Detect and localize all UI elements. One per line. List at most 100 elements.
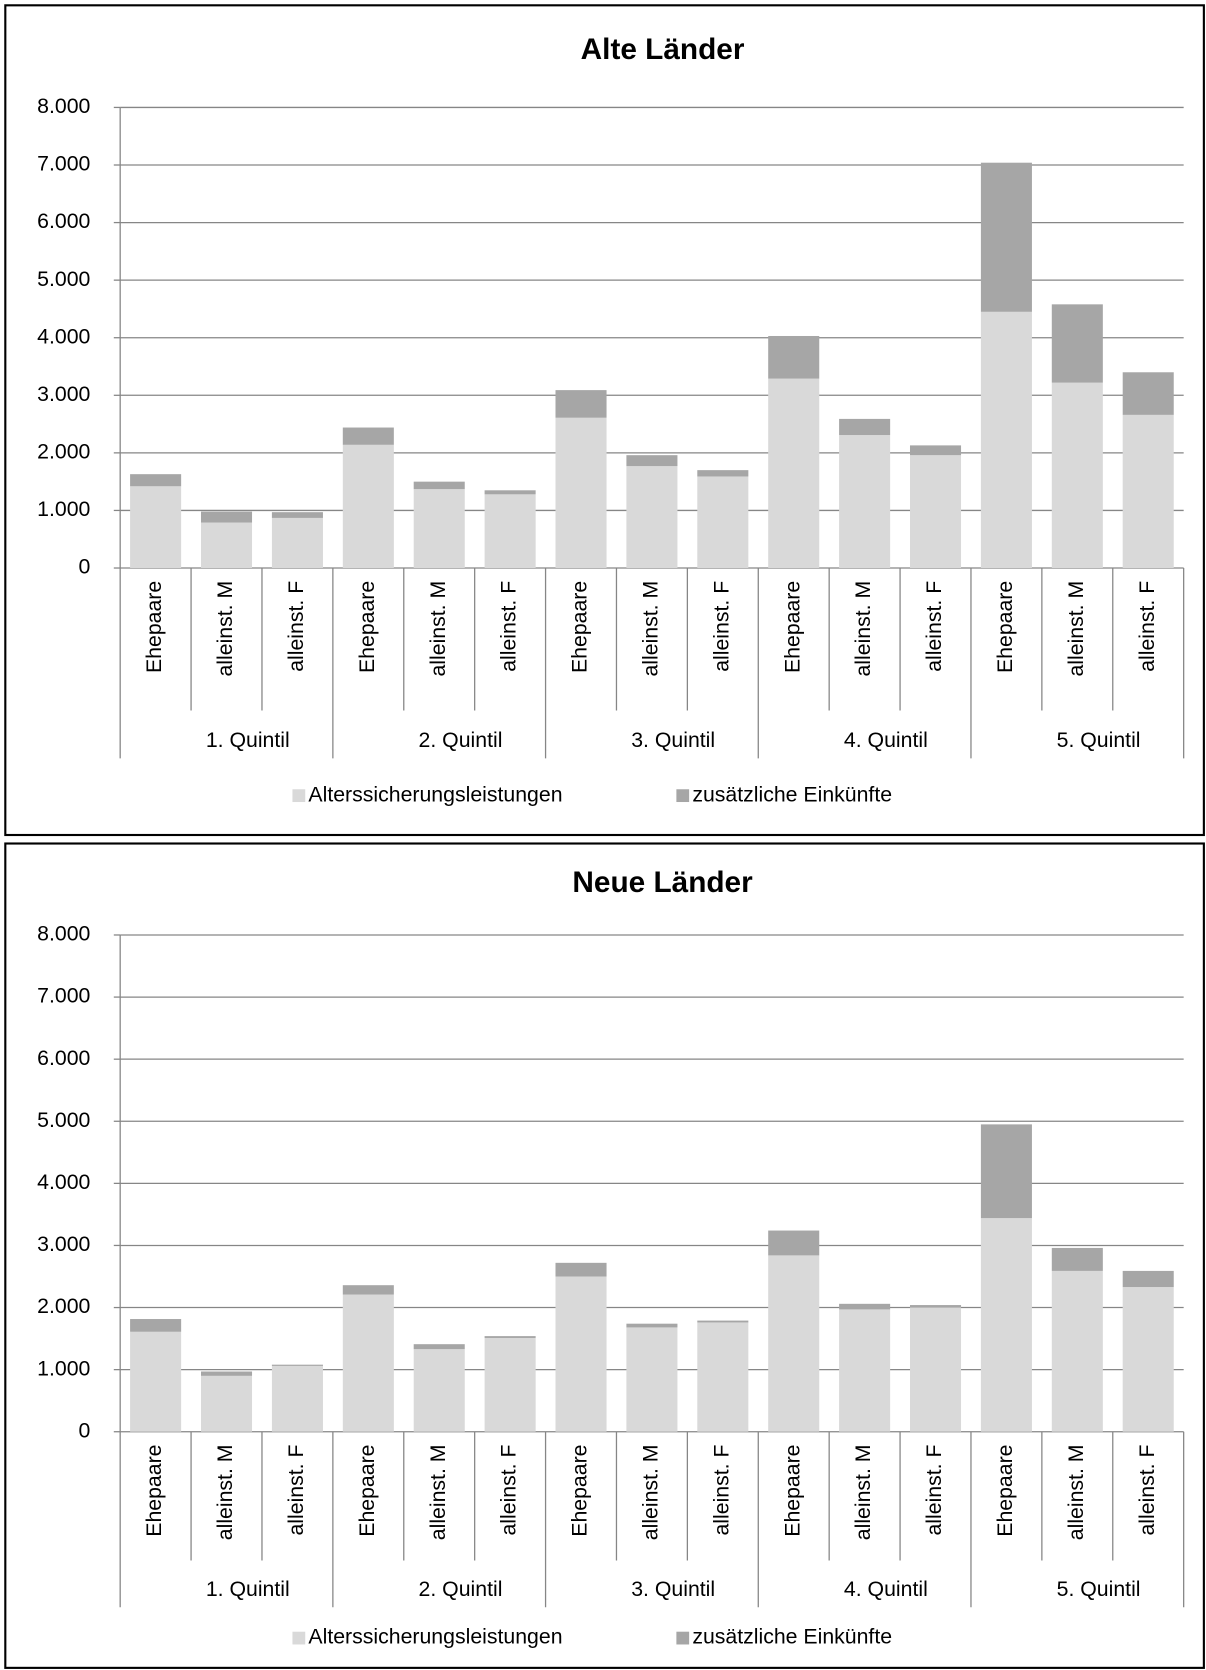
bar-segment xyxy=(909,455,962,569)
bar-segment xyxy=(980,162,1032,312)
bar-segment xyxy=(130,486,182,569)
x-tick-label: alleinst. F xyxy=(284,1444,308,1535)
bar-segment xyxy=(626,466,678,569)
x-tick-label: alleinst. F xyxy=(1135,581,1159,672)
bar-segment xyxy=(342,444,394,569)
bar-segment xyxy=(768,335,820,379)
group-label: 5. Quintil xyxy=(1057,728,1141,752)
x-tick-label: alleinst. M xyxy=(1064,1444,1088,1540)
bar-segment xyxy=(271,1365,323,1432)
bar-segment xyxy=(980,1218,1032,1432)
x-tick-label: alleinst. M xyxy=(426,581,450,677)
bar-segment xyxy=(839,418,891,436)
x-tick-label: alleinst. F xyxy=(1135,1444,1159,1535)
bar-segment xyxy=(271,512,323,518)
bar-segment xyxy=(271,1364,323,1366)
x-tick-label: alleinst. M xyxy=(851,581,875,677)
bar-segment xyxy=(555,1262,607,1277)
x-tick-label: alleinst. M xyxy=(639,581,663,677)
x-tick-label: Ehepaare xyxy=(993,1444,1017,1536)
legend-swatch xyxy=(676,789,690,803)
bar-segment xyxy=(1051,382,1103,569)
legend-label: Alterssicherungsleistungen xyxy=(308,1625,562,1649)
group-label: 4. Quintil xyxy=(844,728,928,752)
bar-segment xyxy=(484,490,536,495)
legend-label: Alterssicherungsleistungen xyxy=(308,782,562,806)
bar-segment xyxy=(626,455,678,467)
bar-segment xyxy=(342,1285,394,1295)
x-tick-label: Ehepaare xyxy=(568,581,592,673)
bar-segment xyxy=(413,1344,465,1350)
x-tick-label: Ehepaare xyxy=(142,581,166,673)
chart-title: Neue Länder xyxy=(572,866,753,899)
bar-segment xyxy=(484,494,536,569)
y-tick-label: 8.000 xyxy=(37,94,90,118)
x-tick-label: Ehepaare xyxy=(568,1444,592,1536)
y-tick-label: 3.000 xyxy=(37,382,90,406)
group-label: 3. Quintil xyxy=(631,1577,715,1601)
bar-segment xyxy=(1051,1270,1103,1432)
x-tick-label: Ehepaare xyxy=(142,1444,166,1536)
bar-segment xyxy=(697,1320,749,1323)
y-tick-label: 4.000 xyxy=(37,324,90,348)
y-tick-label: 2.000 xyxy=(37,439,90,463)
bar-segment xyxy=(201,522,253,569)
bar-segment xyxy=(839,435,891,569)
bar-segment xyxy=(768,1230,820,1256)
y-tick-label: 6.000 xyxy=(37,1046,90,1070)
x-tick-label: alleinst. F xyxy=(709,581,733,672)
y-tick-label: 1.000 xyxy=(37,497,90,521)
x-tick-label: alleinst. M xyxy=(639,1444,663,1540)
bar-segment xyxy=(980,1124,1032,1219)
group-label: 4. Quintil xyxy=(844,1577,928,1601)
bar-segment xyxy=(1122,1270,1174,1288)
x-tick-label: Ehepaare xyxy=(355,581,379,673)
x-tick-label: alleinst. F xyxy=(922,581,946,672)
group-label: 1. Quintil xyxy=(206,1577,290,1601)
x-tick-label: alleinst. F xyxy=(284,581,308,672)
y-tick-label: 6.000 xyxy=(37,209,90,233)
bar-segment xyxy=(1122,1287,1174,1432)
group-label: 1. Quintil xyxy=(206,728,290,752)
bar-segment xyxy=(555,390,607,418)
bar-segment xyxy=(1122,372,1174,415)
group-label: 2. Quintil xyxy=(419,728,503,752)
bar-segment xyxy=(1051,304,1103,383)
x-tick-label: alleinst. F xyxy=(497,581,521,672)
y-tick-label: 0 xyxy=(79,555,91,579)
x-tick-label: alleinst. M xyxy=(213,581,237,677)
x-tick-label: alleinst. F xyxy=(497,1444,521,1535)
legend-label: zusätzliche Einkünfte xyxy=(692,782,892,806)
bar-segment xyxy=(201,1375,253,1432)
bar-segment xyxy=(768,1255,820,1432)
y-tick-label: 2.000 xyxy=(37,1294,90,1318)
x-tick-label: alleinst. M xyxy=(426,1444,450,1540)
bar-segment xyxy=(980,311,1032,569)
x-tick-label: Ehepaare xyxy=(993,581,1017,673)
y-tick-label: 1.000 xyxy=(37,1356,90,1380)
x-tick-label: Ehepaare xyxy=(355,1444,379,1536)
bar-segment xyxy=(697,476,749,569)
bar-segment xyxy=(768,378,820,569)
bar-segment xyxy=(909,445,962,456)
bar-segment xyxy=(201,511,253,523)
bar-segment xyxy=(626,1323,678,1328)
bar-segment xyxy=(413,489,465,569)
bar-segment xyxy=(697,470,749,477)
bar-segment xyxy=(1122,414,1174,569)
bar-segment xyxy=(909,1305,962,1308)
legend-swatch xyxy=(292,1631,306,1645)
y-tick-label: 5.000 xyxy=(37,267,90,291)
bar-segment xyxy=(413,1349,465,1432)
bar-segment xyxy=(201,1371,253,1376)
y-tick-label: 0 xyxy=(79,1418,91,1442)
y-tick-label: 8.000 xyxy=(37,922,90,946)
bar-segment xyxy=(909,1307,962,1432)
y-tick-label: 7.000 xyxy=(37,152,90,176)
x-tick-label: Ehepaare xyxy=(780,581,804,673)
y-tick-label: 7.000 xyxy=(37,984,90,1008)
bar-segment xyxy=(697,1322,749,1432)
x-tick-label: alleinst. F xyxy=(922,1444,946,1535)
x-tick-label: alleinst. M xyxy=(213,1444,237,1540)
bar-segment xyxy=(130,1331,182,1432)
